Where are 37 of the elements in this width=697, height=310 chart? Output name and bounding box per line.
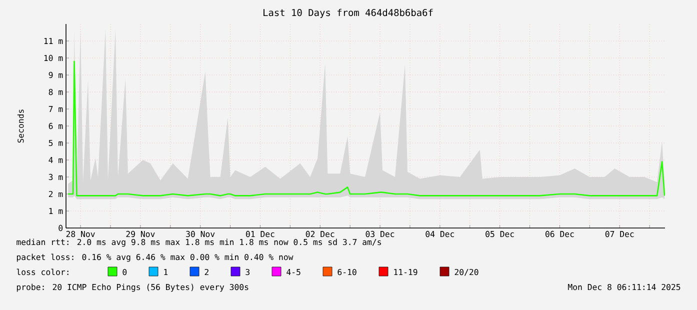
legend-label: 0 [122, 268, 127, 276]
legend-label: 4-5 [286, 269, 300, 276]
y-tick-label: 6 m [48, 122, 63, 130]
y-tick-label: 4 m [48, 157, 63, 163]
y-tick-label: 1 m [49, 208, 63, 214]
chart-title: Last 10 Days from 464d48b6ba6f [264, 8, 433, 18]
x-tick-label: 02 Dec [306, 230, 334, 238]
legend-label: 20/20 [454, 268, 478, 276]
text: median rtt: 2.0 ms avg 9.8 ms max 1.8 ms min 1.8 ms now 0.5 ms sd 3.7 am/s [16, 238, 381, 247]
text: packet loss: 0.16 % avg 6.46 % max 0.00 % min 0.40 % now [16, 254, 294, 262]
legend-label: 3 [246, 268, 250, 276]
y-axis-title: Seconds [17, 110, 24, 143]
x-tick-label: 01 Dec [246, 230, 274, 238]
legend-label: 2 [204, 268, 208, 275]
y-tick-label: 3 m [48, 174, 63, 180]
legend-label: 11-19 [394, 268, 418, 276]
y-tick-label: 8 m [48, 88, 63, 96]
y-tick-label: 2 m [48, 190, 63, 198]
y-tick-label: 9 m [48, 72, 63, 78]
x-tick-label: 28 Nov [66, 230, 95, 238]
y-tick-label: 0 [58, 224, 63, 232]
x-tick-label: 04 Dec [426, 230, 454, 238]
x-tick-label: 03 Dec [366, 230, 394, 238]
y-tick-label: 10 m [44, 54, 63, 62]
y-tick-label: 11 m [44, 38, 63, 44]
x-tick-label: 05 Dec [486, 230, 514, 238]
x-tick-label: 07 Dec [605, 230, 634, 238]
y-tick-label: 5 m [48, 140, 63, 146]
x-tick-label: 29 Nov [126, 230, 155, 238]
legend-label: 1 [164, 269, 168, 275]
legend-label: 6-10 [338, 268, 356, 276]
text: loss color: [16, 268, 68, 276]
y-tick-label: 7 m [48, 106, 63, 112]
x-tick-label: 06 Dec [546, 230, 574, 238]
x-tick-label: 30 Nov [186, 230, 215, 238]
text: Mon Dec 8 06:11:14 2025 [568, 284, 680, 290]
text: probe: 20 ICMP Echo Pings (56 Bytes) every 300s [16, 284, 248, 292]
